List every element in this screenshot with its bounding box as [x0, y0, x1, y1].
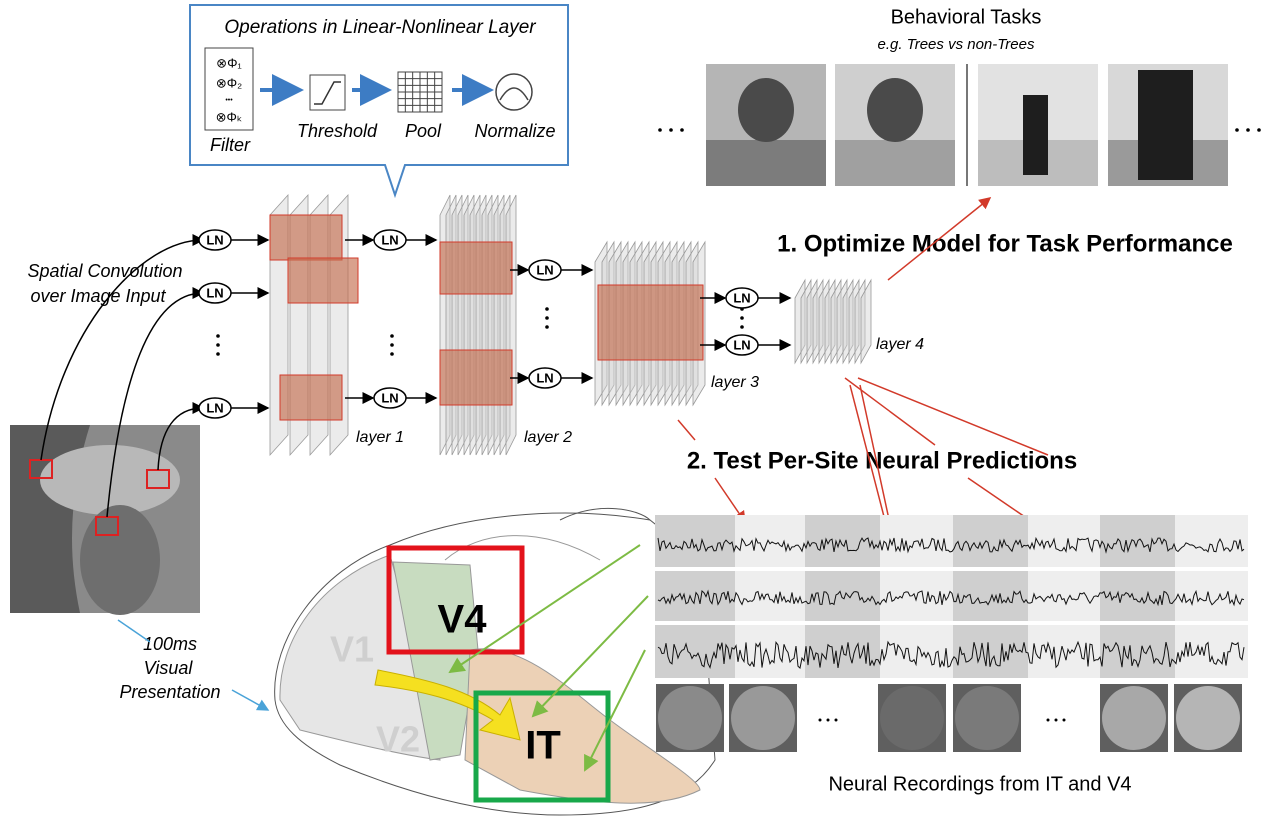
ellipsis-dot [390, 343, 394, 347]
step-label: Normalize [474, 121, 555, 141]
blue-arrow [232, 690, 268, 710]
ln-label: LN [206, 400, 223, 415]
red-arrow [845, 378, 935, 445]
image-object [1138, 70, 1193, 180]
callout-title: Operations in Linear-Nonlinear Layer [224, 17, 536, 38]
stimulus-image [1176, 686, 1240, 750]
filter-term: ••• [225, 97, 233, 104]
stimulus-image [731, 686, 795, 750]
ellipsis-dot [827, 719, 830, 722]
pool-icon [398, 72, 442, 112]
recordings-panel [655, 515, 1248, 752]
filter-term: ⊗Φ₁ [216, 55, 242, 70]
ellipsis-dot [740, 316, 744, 320]
ln-label: LN [733, 337, 750, 352]
area-label: V2 [376, 719, 420, 760]
normalize-icon [496, 74, 532, 110]
filter-term: ⊗Φ₂ [216, 75, 242, 90]
conv-block [288, 258, 358, 303]
ln-label: LN [733, 290, 750, 305]
ellipsis-dot [545, 325, 549, 329]
area-label: IT [525, 724, 561, 768]
behavior-subtitle: e.g. Trees vs non-Trees [877, 36, 1035, 53]
ellipsis-dot [1246, 128, 1250, 132]
ellipsis-dot [1063, 719, 1066, 722]
ellipsis-dot [669, 128, 673, 132]
area-label: V1 [330, 629, 374, 670]
image-region [80, 505, 160, 615]
ellipsis-dot [680, 128, 684, 132]
conv-block [270, 215, 342, 260]
step-heading: 2. Test Per-Site Neural Predictions [687, 447, 1077, 474]
layer-label: layer 4 [876, 336, 924, 353]
behavior-title: Behavioral Tasks [891, 6, 1042, 28]
ellipsis-dot [819, 719, 822, 722]
stimulus-image [1102, 686, 1166, 750]
recordings-caption: Neural Recordings from IT and V4 [828, 773, 1131, 795]
stimulus-image [955, 686, 1019, 750]
step-label: Threshold [297, 121, 378, 141]
layer-label: layer 2 [524, 429, 572, 446]
ellipsis-dot [216, 352, 220, 356]
stimulus-image [658, 686, 722, 750]
ellipsis-dot [390, 352, 394, 356]
step-label: Pool [405, 121, 442, 141]
ln-label: LN [206, 232, 223, 247]
image-object [867, 78, 923, 142]
ellipsis-dot [1047, 719, 1050, 722]
input-label: Spatial Convolution [27, 261, 182, 281]
image-object [1023, 95, 1048, 175]
ln-label: LN [381, 232, 398, 247]
ellipsis-dot [1055, 719, 1058, 722]
step-heading: 1. Optimize Model for Task Performance [777, 230, 1233, 257]
ln-label: LN [381, 390, 398, 405]
ellipsis-dot [216, 334, 220, 338]
red-arrow [678, 420, 695, 440]
conv-block [280, 375, 342, 420]
ellipsis-dot [658, 128, 662, 132]
ellipsis-dot [740, 325, 744, 329]
task-images [658, 64, 1261, 186]
area-label: V4 [438, 598, 488, 642]
presentation-label: Visual [144, 658, 194, 678]
image-ground [835, 140, 955, 186]
diagram: Operations in Linear-Nonlinear Layer ⊗Φ₁… [0, 0, 1271, 825]
ellipsis-dot [545, 307, 549, 311]
conv-block [598, 285, 703, 360]
blue-arrow [118, 620, 150, 642]
ellipsis-dot [545, 316, 549, 320]
filter-term: ⊗Φₖ [216, 109, 243, 124]
conv-block [440, 350, 512, 405]
presentation-label: Presentation [119, 682, 220, 702]
ln-label: LN [536, 262, 553, 277]
ellipsis-dot [216, 343, 220, 347]
row-gap [655, 567, 1248, 571]
layer-label: layer 1 [356, 429, 404, 446]
conv-block [440, 242, 512, 294]
red-arrow [858, 378, 1048, 455]
step-label: Filter [210, 135, 251, 155]
ellipsis-dot [1235, 128, 1239, 132]
layer-label: layer 3 [711, 374, 759, 391]
ellipsis-dot [390, 334, 394, 338]
ellipsis-dot [1257, 128, 1261, 132]
image-object [738, 78, 794, 142]
ln-label: LN [206, 285, 223, 300]
image-ground [706, 140, 826, 186]
row-gap [655, 621, 1248, 625]
stimulus-image [880, 686, 944, 750]
ln-label: LN [536, 370, 553, 385]
presentation-label: 100ms [143, 634, 197, 654]
feature-map [506, 195, 516, 455]
ellipsis-dot [835, 719, 838, 722]
input-label: over Image Input [30, 286, 166, 306]
